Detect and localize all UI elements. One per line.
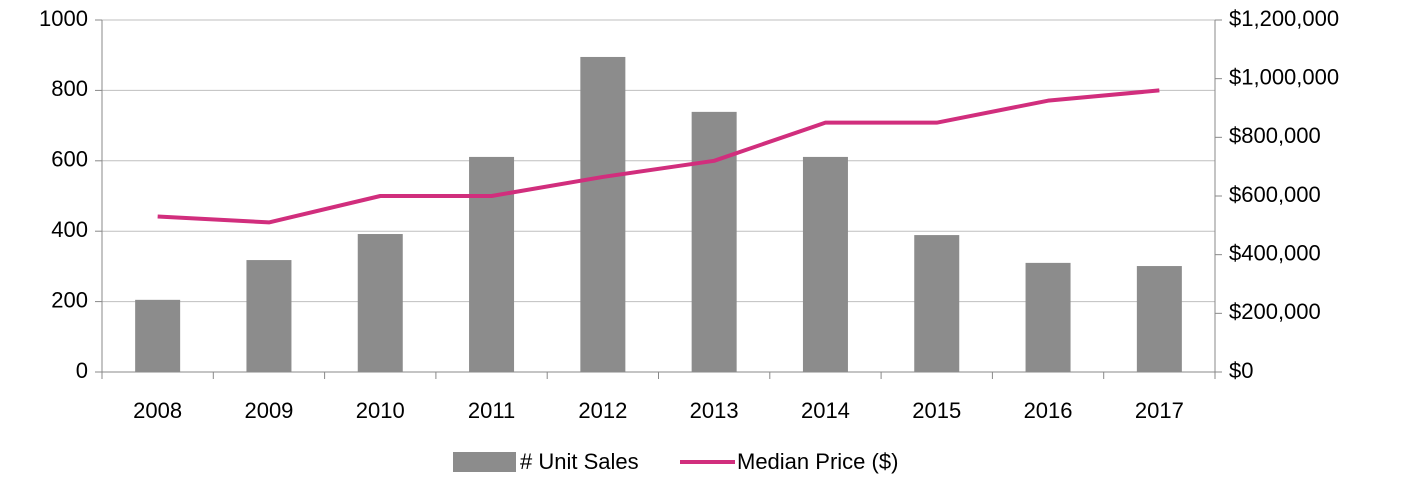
y-tick-label: 400 <box>51 217 88 242</box>
legend-label: # Unit Sales <box>520 449 639 474</box>
y2-tick-label: $200,000 <box>1229 299 1321 324</box>
y2-tick-label: $600,000 <box>1229 182 1321 207</box>
y-tick-label: 200 <box>51 287 88 312</box>
y2-tick-label: $400,000 <box>1229 240 1321 265</box>
y2-tick-label: $800,000 <box>1229 123 1321 148</box>
x-tick-label: 2010 <box>356 398 405 423</box>
legend-label: Median Price ($) <box>737 449 898 474</box>
bar <box>1136 266 1182 372</box>
bar <box>1025 262 1071 372</box>
y2-tick-label: $1,000,000 <box>1229 64 1339 89</box>
x-tick-label: 2013 <box>690 398 739 423</box>
x-tick-label: 2008 <box>133 398 182 423</box>
bar <box>914 235 960 372</box>
legend-swatch <box>453 452 516 472</box>
y-tick-label: 600 <box>51 147 88 172</box>
bar <box>691 111 737 372</box>
y2-tick-label: $1,200,000 <box>1229 6 1339 31</box>
bar <box>469 156 515 372</box>
x-tick-label: 2012 <box>578 398 627 423</box>
y-tick-label: 0 <box>76 358 88 383</box>
x-tick-label: 2017 <box>1135 398 1184 423</box>
bar <box>357 234 403 372</box>
y2-tick-label: $0 <box>1229 358 1253 383</box>
line <box>157 88 1160 225</box>
bar <box>135 299 181 372</box>
x-tick-label: 2011 <box>468 398 515 423</box>
y-tick-label: 800 <box>51 76 88 101</box>
x-tick-label: 2009 <box>244 398 293 423</box>
x-tick-label: 2015 <box>912 398 961 423</box>
y-tick-label: 1000 <box>39 6 88 31</box>
bar <box>802 156 848 372</box>
bar <box>580 56 626 373</box>
x-tick-label: 2016 <box>1024 398 1073 423</box>
bar <box>246 260 292 372</box>
x-tick-label: 2014 <box>801 398 850 423</box>
